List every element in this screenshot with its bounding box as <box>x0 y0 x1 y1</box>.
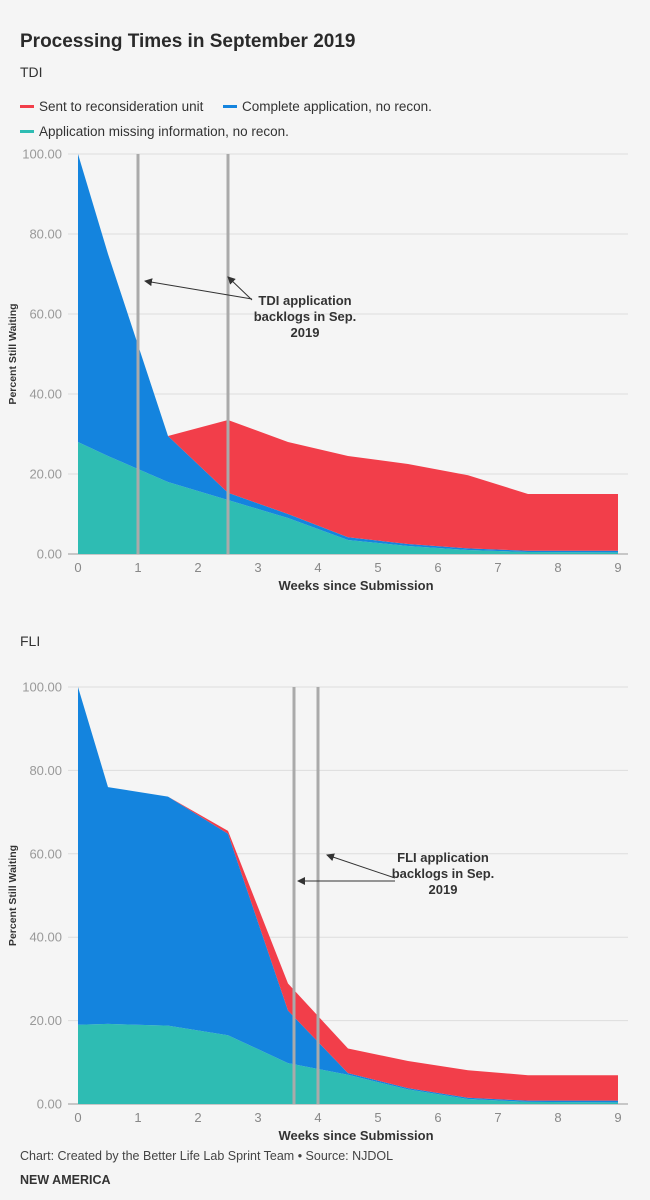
legend-label: Sent to reconsideration unit <box>39 99 204 114</box>
x-tick-label: 9 <box>614 560 621 575</box>
x-tick-label: 8 <box>554 1110 561 1125</box>
x-tick-label: 1 <box>134 560 141 575</box>
annotation-text: FLI application <box>397 850 489 865</box>
x-tick-label: 2 <box>194 560 201 575</box>
x-tick-label: 8 <box>554 560 561 575</box>
x-tick-label: 3 <box>254 1110 261 1125</box>
x-tick-label: 5 <box>374 560 381 575</box>
legend-item-missing: Application missing information, no reco… <box>20 124 289 139</box>
legend-item-complete: Complete application, no recon. <box>223 99 432 114</box>
x-tick-label: 0 <box>74 560 81 575</box>
tdi-subtitle: TDI <box>20 64 43 80</box>
area-complete-application <box>78 687 618 1103</box>
fli-subtitle: FLI <box>20 633 41 649</box>
tdi-chart: 0.00 20.00 40.00 60.00 80.00 100.00 0 1 2 3 4 5 6 7 8 9… <box>7 147 628 593</box>
y-tick-label: 80.00 <box>29 763 62 778</box>
x-tick-label: 4 <box>314 560 321 575</box>
x-tick-label: 6 <box>434 1110 441 1125</box>
y-tick-label: 40.00 <box>29 387 62 402</box>
area-missing-info <box>78 442 618 554</box>
y-tick-label: 0.00 <box>37 547 62 562</box>
annotation-arrow <box>144 278 253 300</box>
y-tick-label: 60.00 <box>29 307 62 322</box>
annotation-text: 2019 <box>429 882 458 897</box>
annotation-text: TDI application <box>258 293 351 308</box>
y-tick-label: 20.00 <box>29 467 62 482</box>
x-tick-label: 5 <box>374 1110 381 1125</box>
y-tick-label: 60.00 <box>29 846 62 861</box>
legend-swatch-teal <box>20 130 34 133</box>
x-tick-label: 1 <box>134 1110 141 1125</box>
area-missing-info <box>78 1023 618 1104</box>
y-axis-title: Percent Still Waiting <box>7 845 19 946</box>
x-axis-title: Weeks since Submission <box>278 578 433 593</box>
legend-swatch-blue <box>223 105 237 108</box>
fli-chart: 0.00 20.00 40.00 60.00 80.00 100.00 0 1 2 3 4 5 6 7 8 9… <box>7 680 628 1143</box>
x-tick-label: 9 <box>614 1110 621 1125</box>
y-tick-label: 0.00 <box>37 1097 62 1112</box>
legend-item-recon: Sent to reconsideration unit <box>20 99 203 114</box>
x-axis-title: Weeks since Submission <box>278 1128 433 1143</box>
annotation-text: backlogs in Sep. <box>254 309 357 324</box>
legend-label: Application missing information, no reco… <box>39 124 289 139</box>
x-tick-label: 6 <box>434 560 441 575</box>
x-tick-label: 7 <box>494 1110 501 1125</box>
y-tick-label: 40.00 <box>29 930 62 945</box>
x-tick-label: 0 <box>74 1110 81 1125</box>
x-tick-label: 7 <box>494 560 501 575</box>
y-tick-label: 20.00 <box>29 1013 62 1028</box>
source-note: Chart: Created by the Better Life Lab Sp… <box>20 1149 394 1163</box>
y-axis-title: Percent Still Waiting <box>7 303 19 404</box>
y-tick-label: 100.00 <box>22 680 62 695</box>
legend-label: Complete application, no recon. <box>242 99 432 114</box>
y-tick-label: 100.00 <box>22 147 62 162</box>
area-reconsideration <box>78 154 618 551</box>
y-tick-label: 80.00 <box>29 227 62 242</box>
brand-logo: NEW AMERICA <box>20 1173 111 1187</box>
annotation-text: 2019 <box>291 325 320 340</box>
annotation-arrow <box>227 276 253 301</box>
chart-title: Processing Times in September 2019 <box>20 31 356 52</box>
legend-swatch-red <box>20 105 34 108</box>
x-tick-label: 3 <box>254 560 261 575</box>
annotation-text: backlogs in Sep. <box>392 866 495 881</box>
x-tick-label: 4 <box>314 1110 321 1125</box>
x-tick-label: 2 <box>194 1110 201 1125</box>
annotation-arrow <box>326 853 396 879</box>
